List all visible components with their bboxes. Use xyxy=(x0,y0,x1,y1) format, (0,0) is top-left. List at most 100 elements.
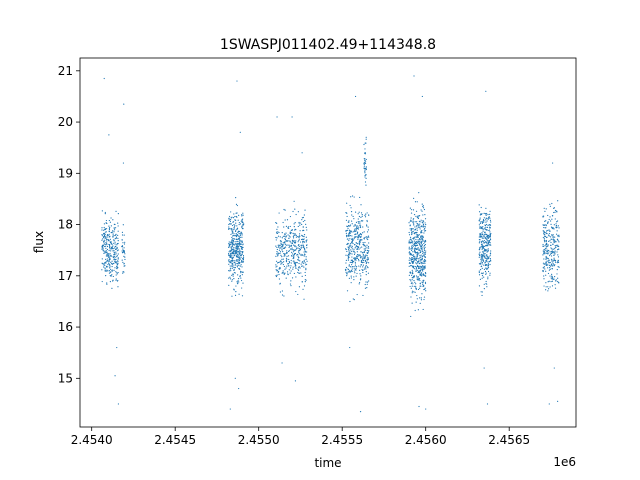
data-point xyxy=(422,207,425,209)
data-point xyxy=(419,287,421,289)
data-point xyxy=(488,257,490,259)
data-point xyxy=(543,238,545,240)
data-point xyxy=(288,235,290,237)
data-point xyxy=(419,273,421,276)
data-point xyxy=(293,233,295,235)
data-point xyxy=(348,249,350,251)
data-point xyxy=(551,251,554,254)
data-point xyxy=(549,286,551,288)
data-point xyxy=(361,246,363,248)
data-point xyxy=(549,275,551,277)
data-point xyxy=(242,257,244,260)
data-point xyxy=(293,234,295,236)
data-point xyxy=(479,233,481,235)
data-point xyxy=(241,234,243,236)
data-point xyxy=(547,214,549,217)
data-point xyxy=(104,245,106,248)
data-point xyxy=(489,217,491,219)
data-point xyxy=(304,274,306,277)
data-point xyxy=(490,250,492,252)
data-point xyxy=(424,241,426,243)
data-point xyxy=(364,174,366,177)
data-point xyxy=(239,248,241,250)
data-point xyxy=(549,265,552,267)
data-point xyxy=(111,231,114,233)
data-point xyxy=(547,234,550,236)
data-point xyxy=(303,234,306,236)
data-point xyxy=(277,231,279,233)
data-point xyxy=(423,288,425,291)
data-point xyxy=(408,234,411,236)
data-point xyxy=(281,261,283,264)
data-point xyxy=(554,284,556,286)
data-point xyxy=(280,242,282,244)
data-point xyxy=(366,261,368,263)
data-point xyxy=(485,244,488,247)
data-point xyxy=(233,226,236,228)
data-point xyxy=(281,258,283,260)
data-point xyxy=(115,236,117,238)
data-point xyxy=(110,241,112,243)
data-point xyxy=(354,247,356,249)
data-point xyxy=(299,260,301,262)
data-point xyxy=(550,252,552,255)
data-point xyxy=(417,278,419,281)
data-point xyxy=(547,286,549,288)
data-point xyxy=(418,242,421,244)
data-point xyxy=(104,267,106,269)
data-point xyxy=(117,264,119,266)
data-point xyxy=(109,243,111,246)
data-point xyxy=(303,240,305,243)
data-point xyxy=(481,248,483,251)
data-point xyxy=(106,234,109,236)
data-point xyxy=(359,269,361,272)
data-point xyxy=(481,260,483,262)
data-point xyxy=(298,245,300,247)
data-point xyxy=(234,215,236,218)
data-point xyxy=(113,269,115,271)
data-point xyxy=(231,265,234,267)
data-point xyxy=(359,255,361,257)
data-point xyxy=(416,248,418,250)
data-point xyxy=(489,210,491,212)
data-point xyxy=(353,218,355,220)
data-point xyxy=(282,246,284,248)
data-point xyxy=(420,258,423,260)
data-point xyxy=(482,246,484,248)
data-point xyxy=(291,251,293,253)
data-point xyxy=(420,237,422,239)
data-point xyxy=(121,250,123,252)
data-point xyxy=(237,255,239,257)
data-point xyxy=(554,287,557,289)
data-point xyxy=(414,248,416,250)
data-point xyxy=(478,236,480,238)
data-point xyxy=(412,219,414,221)
data-point xyxy=(478,219,480,221)
data-point xyxy=(555,233,558,235)
data-point xyxy=(231,239,233,241)
data-point xyxy=(553,259,555,261)
data-point xyxy=(413,249,416,251)
data-point xyxy=(232,221,234,223)
data-point xyxy=(490,221,492,223)
data-point xyxy=(424,267,426,269)
data-point xyxy=(278,270,280,273)
data-point xyxy=(554,250,556,252)
data-point xyxy=(423,296,426,298)
data-point xyxy=(291,116,293,118)
data-point xyxy=(112,233,114,235)
data-point xyxy=(557,259,559,262)
data-point xyxy=(287,263,289,265)
data-point xyxy=(550,247,552,249)
data-point xyxy=(105,245,107,247)
data-point xyxy=(488,223,490,226)
data-point xyxy=(233,252,235,255)
data-point xyxy=(228,254,230,257)
data-point xyxy=(412,222,414,224)
data-point xyxy=(106,270,108,272)
data-point xyxy=(348,221,350,223)
data-point xyxy=(121,231,124,233)
data-point xyxy=(354,263,357,265)
data-point xyxy=(424,226,427,228)
data-point xyxy=(295,276,297,278)
